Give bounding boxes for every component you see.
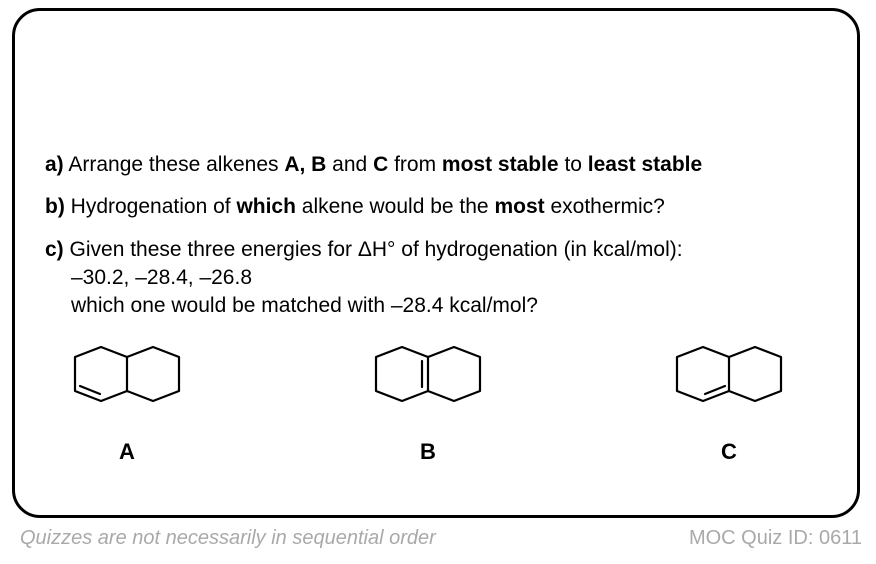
molecule-A-icon <box>47 339 207 429</box>
question-b-label: b) <box>45 195 65 218</box>
question-a-bold-4: least stable <box>588 153 702 176</box>
question-b: b) Hydrogenation of which alkene would b… <box>45 193 827 221</box>
question-a-bold-2: C <box>373 153 388 176</box>
footer-right-text: MOC Quiz ID: 0611 <box>689 527 862 550</box>
question-b-text-2: alkene would be the <box>296 195 494 218</box>
question-a-text-4: to <box>559 153 588 176</box>
question-a-bold-1: A, B <box>284 153 326 176</box>
structure-C: C <box>649 339 809 465</box>
structure-A-label: A <box>119 439 135 465</box>
footer-left-text: Quizzes are not necessarily in sequentia… <box>20 527 436 550</box>
structure-A: A <box>47 339 207 465</box>
footer: Quizzes are not necessarily in sequentia… <box>20 527 862 550</box>
question-a-text-3: from <box>388 153 442 176</box>
question-c-label: c) <box>45 238 64 261</box>
molecule-C-icon <box>649 339 809 429</box>
question-c-text-1: Given these three energies for ΔH° of hy… <box>64 238 683 261</box>
structure-B-label: B <box>420 439 436 465</box>
question-a-text-1: Arrange these alkenes <box>64 153 285 176</box>
question-a: a) Arrange these alkenes A, B and C from… <box>45 151 827 179</box>
question-c-text-3: which one would be matched with –28.4 kc… <box>45 294 538 317</box>
question-b-bold-1: which <box>236 195 296 218</box>
quiz-card: a) Arrange these alkenes A, B and C from… <box>12 8 860 518</box>
question-a-bold-3: most stable <box>442 153 559 176</box>
question-a-label: a) <box>45 153 64 176</box>
question-a-text-2: and <box>326 153 373 176</box>
structure-C-label: C <box>721 439 737 465</box>
structure-B: B <box>348 339 508 465</box>
question-c: c) Given these three energies for ΔH° of… <box>45 236 827 321</box>
question-b-bold-2: most <box>494 195 544 218</box>
question-b-text-1: Hydrogenation of <box>65 195 237 218</box>
question-c-text-2: –30.2, –28.4, –26.8 <box>45 266 252 289</box>
question-b-text-3: exothermic? <box>545 195 665 218</box>
molecule-B-icon <box>348 339 508 429</box>
structures-row: A B <box>45 339 827 465</box>
